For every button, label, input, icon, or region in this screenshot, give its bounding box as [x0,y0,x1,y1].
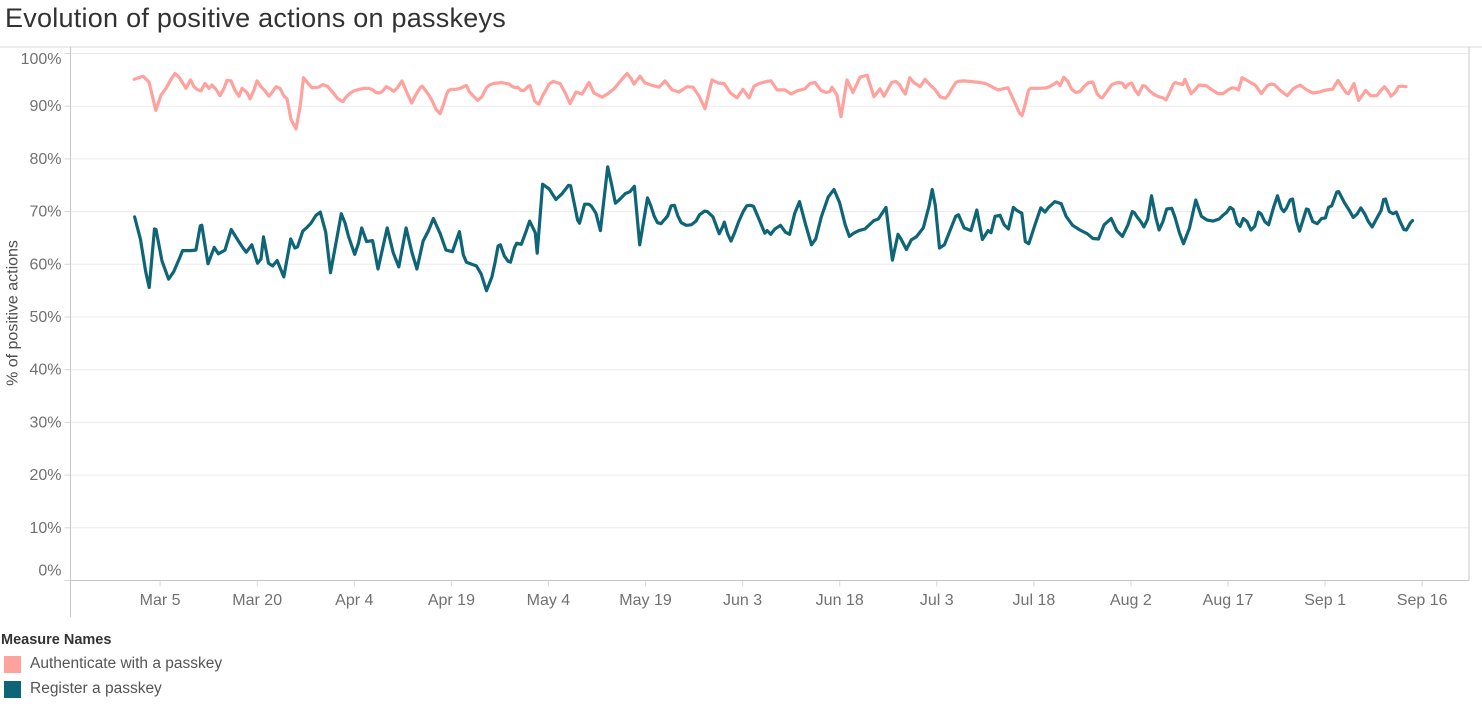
svg-text:30%: 30% [29,414,61,431]
svg-text:90%: 90% [29,98,61,115]
svg-text:10%: 10% [29,520,61,537]
svg-text:Jul 18: Jul 18 [1013,592,1056,609]
svg-text:40%: 40% [29,362,61,379]
svg-text:Apr 4: Apr 4 [335,592,373,609]
svg-text:Sep 1: Sep 1 [1304,592,1346,609]
svg-text:% of positive actions: % of positive actions [5,240,22,386]
svg-text:20%: 20% [29,467,61,484]
svg-text:60%: 60% [29,256,61,273]
svg-text:50%: 50% [29,309,61,326]
svg-text:80%: 80% [29,151,61,168]
svg-text:Mar 20: Mar 20 [232,592,282,609]
svg-text:Sep 16: Sep 16 [1397,592,1448,609]
svg-text:Mar 5: Mar 5 [140,592,181,609]
svg-text:Jul 3: Jul 3 [920,592,954,609]
svg-text:70%: 70% [29,204,61,221]
svg-text:Apr 19: Apr 19 [428,592,475,609]
svg-text:100%: 100% [21,51,62,68]
svg-text:Jun 3: Jun 3 [723,592,762,609]
svg-text:Jun 18: Jun 18 [816,592,864,609]
svg-text:Aug 17: Aug 17 [1203,592,1254,609]
svg-text:Aug 2: Aug 2 [1110,592,1152,609]
svg-text:May 19: May 19 [619,592,672,609]
svg-text:May 4: May 4 [527,592,571,609]
svg-text:0%: 0% [38,563,61,580]
